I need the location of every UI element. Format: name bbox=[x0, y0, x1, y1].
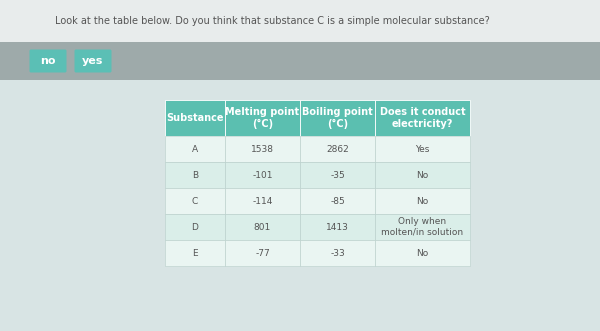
Text: 1538: 1538 bbox=[251, 145, 274, 154]
Text: -33: -33 bbox=[330, 249, 345, 258]
Bar bbox=[375, 100, 470, 136]
Text: -101: -101 bbox=[252, 170, 273, 179]
Text: No: No bbox=[416, 197, 428, 206]
Text: C: C bbox=[192, 197, 198, 206]
Text: Melting point
(°C): Melting point (°C) bbox=[226, 107, 299, 129]
FancyBboxPatch shape bbox=[74, 50, 112, 72]
Text: Substance: Substance bbox=[166, 113, 224, 123]
Text: Only when
molten/in solution: Only when molten/in solution bbox=[382, 217, 464, 237]
Bar bbox=[0, 0, 600, 42]
Bar bbox=[375, 188, 470, 214]
Bar bbox=[375, 136, 470, 162]
Bar bbox=[0, 42, 600, 80]
Bar bbox=[165, 240, 225, 266]
Bar bbox=[300, 188, 375, 214]
Bar bbox=[300, 136, 375, 162]
Text: B: B bbox=[192, 170, 198, 179]
Bar bbox=[375, 214, 470, 240]
FancyBboxPatch shape bbox=[29, 50, 67, 72]
Bar bbox=[225, 136, 300, 162]
Bar bbox=[300, 214, 375, 240]
Bar bbox=[300, 240, 375, 266]
Bar bbox=[165, 188, 225, 214]
Bar bbox=[225, 100, 300, 136]
Bar bbox=[165, 214, 225, 240]
Text: No: No bbox=[416, 249, 428, 258]
Bar bbox=[0, 80, 600, 331]
Text: Does it conduct
electricity?: Does it conduct electricity? bbox=[380, 107, 466, 129]
Text: no: no bbox=[40, 56, 56, 66]
Text: Boiling point
(°C): Boiling point (°C) bbox=[302, 107, 373, 129]
Text: -114: -114 bbox=[253, 197, 272, 206]
Text: 2862: 2862 bbox=[326, 145, 349, 154]
Bar bbox=[375, 240, 470, 266]
Text: -35: -35 bbox=[330, 170, 345, 179]
Text: Yes: Yes bbox=[415, 145, 430, 154]
Bar bbox=[225, 214, 300, 240]
Bar bbox=[300, 162, 375, 188]
Bar bbox=[225, 188, 300, 214]
Bar bbox=[165, 100, 225, 136]
Bar bbox=[225, 240, 300, 266]
Bar bbox=[300, 100, 375, 136]
Bar bbox=[165, 162, 225, 188]
Text: 1413: 1413 bbox=[326, 222, 349, 231]
Text: No: No bbox=[416, 170, 428, 179]
Text: D: D bbox=[191, 222, 199, 231]
Text: Look at the table below. Do you think that substance C is a simple molecular sub: Look at the table below. Do you think th… bbox=[55, 16, 490, 26]
Bar bbox=[165, 136, 225, 162]
Text: -77: -77 bbox=[255, 249, 270, 258]
Text: -85: -85 bbox=[330, 197, 345, 206]
Text: E: E bbox=[192, 249, 198, 258]
Text: A: A bbox=[192, 145, 198, 154]
Bar bbox=[225, 162, 300, 188]
Text: yes: yes bbox=[82, 56, 104, 66]
Bar bbox=[375, 162, 470, 188]
Text: 801: 801 bbox=[254, 222, 271, 231]
